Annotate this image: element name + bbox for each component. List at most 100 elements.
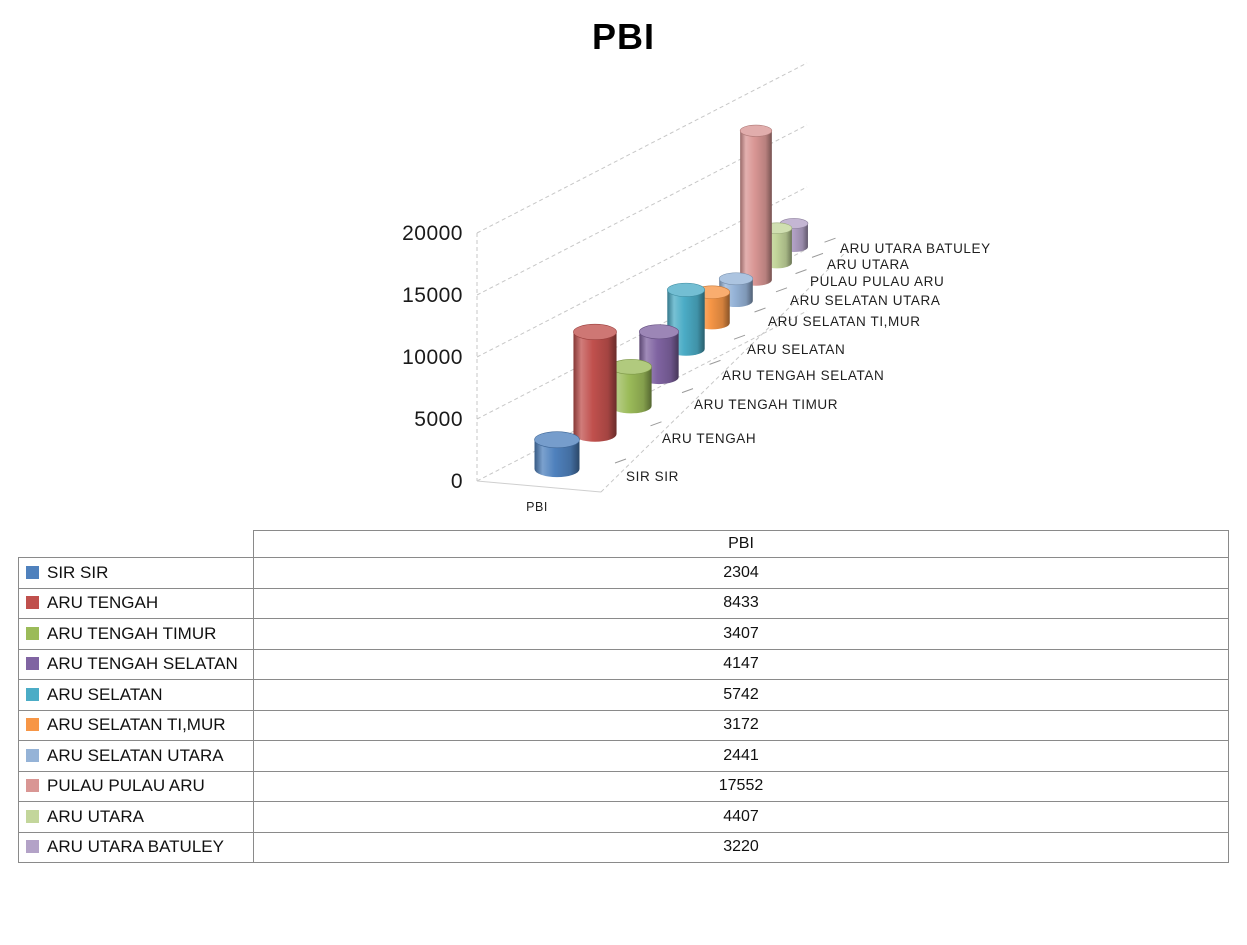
value-axis-tick-label: 10000 — [402, 346, 463, 369]
category-tick-mark — [681, 388, 694, 394]
series-color-swatch — [26, 626, 39, 640]
category-label-pulau-pulau-aru: PULAU PULAU ARU — [810, 274, 944, 289]
table-row: PULAU PULAU ARU 17552 — [18, 770, 1229, 802]
category-label-aru-selatan: ARU SELATAN — [747, 342, 845, 357]
table-header-row: PBI — [18, 530, 1229, 558]
category-label-aru-selatan-ti-mur: ARU SELATAN TI,MUR — [768, 314, 921, 329]
category-tick-mark — [754, 307, 766, 313]
row-value-cell: 17552 — [253, 770, 1229, 802]
value-axis-labels-group: 0 5000 10000 15000 20000 — [402, 222, 463, 493]
table-row: ARU TENGAH SELATAN 4147 — [18, 648, 1229, 680]
series-color-swatch — [26, 718, 39, 732]
cylinder-top — [639, 324, 679, 340]
row-value-cell: 8433 — [253, 587, 1229, 619]
row-label-cell: ARU TENGAH — [18, 587, 254, 619]
row-value-cell: 3220 — [253, 831, 1229, 863]
series-color-swatch — [26, 748, 39, 762]
category-tick-mark — [824, 237, 836, 243]
row-value-cell: 2304 — [253, 557, 1229, 589]
table-row: ARU SELATAN 5742 — [18, 679, 1229, 711]
cylinder-pulau-pulau-aru — [739, 124, 773, 286]
row-label-cell: ARU SELATAN — [18, 679, 254, 711]
row-label-cell: ARU UTARA — [18, 801, 254, 833]
row-value-cell: 3407 — [253, 618, 1229, 650]
category-tick-mark — [795, 269, 807, 275]
row-value-cell: 2441 — [253, 740, 1229, 772]
row-value-cell: 3172 — [253, 709, 1229, 741]
cylinder-top — [573, 323, 617, 341]
table-row: ARU SELATAN UTARA 2441 — [18, 740, 1229, 772]
row-label-cell: ARU UTARA BATULEY — [18, 831, 254, 863]
row-value-cell: 4147 — [253, 648, 1229, 680]
cylinder-body — [534, 439, 580, 478]
chart-title: PBI — [591, 16, 655, 57]
cylinder-chart-plot-area: SIR SIR ARU TENGAH ARU TENGAH TIMUR ARU TEN… — [402, 62, 991, 514]
category-tick-mark — [614, 458, 627, 464]
series-color-swatch — [26, 565, 39, 579]
table-row: ARU TENGAH TIMUR 3407 — [18, 618, 1229, 650]
category-label-sir-sir: SIR SIR — [626, 469, 679, 484]
table-row: ARU TENGAH 8433 — [18, 587, 1229, 619]
cylinder-series-group — [534, 124, 809, 478]
table-row: SIR SIR 2304 — [18, 557, 1229, 589]
series-color-swatch — [26, 840, 39, 854]
value-axis-tick-label: 5000 — [414, 408, 463, 431]
table-header-spacer — [18, 530, 254, 558]
value-axis-tick-label: 20000 — [402, 222, 463, 245]
category-tick-mark — [650, 421, 662, 427]
cylinder-top — [610, 359, 652, 375]
series-color-swatch — [26, 809, 39, 823]
value-axis-tick-label: 15000 — [402, 284, 463, 307]
cylinder-top — [718, 272, 754, 286]
table-header-pbi: PBI — [253, 530, 1229, 558]
row-label: ARU TENGAH SELATAN — [47, 654, 238, 674]
cylinder-top — [739, 124, 773, 137]
table-row: ARU SELATAN TI,MUR 3172 — [18, 709, 1229, 741]
series-color-swatch — [26, 687, 39, 701]
cylinder-body — [610, 366, 652, 414]
cylinder-aru-tengah-timur — [610, 359, 652, 414]
row-value-cell: 4407 — [253, 801, 1229, 833]
gridline — [476, 62, 808, 234]
row-label: ARU SELATAN TI,MUR — [47, 715, 226, 735]
row-label: PULAU PULAU ARU — [47, 776, 205, 796]
gridlines-group — [476, 62, 849, 493]
row-label: ARU TENGAH — [47, 593, 159, 613]
row-label: ARU UTARA — [47, 806, 144, 826]
category-label-aru-utara: ARU UTARA — [827, 257, 909, 272]
category-label-aru-selatan-utara: ARU SELATAN UTARA — [790, 293, 940, 308]
category-label-aru-tengah-timur: ARU TENGAH TIMUR — [694, 397, 838, 412]
series-color-swatch — [26, 657, 39, 671]
category-label-aru-tengah: ARU TENGAH — [662, 431, 756, 446]
row-label-cell: ARU TENGAH SELATAN — [18, 648, 254, 680]
cylinder-top — [534, 431, 580, 449]
data-table: PBI SIR SIR 2304 ARU TENGAH 8433 ARU TENGAH … — [18, 530, 1229, 863]
cylinder-body — [573, 331, 617, 442]
cylinder-aru-tengah — [573, 323, 617, 442]
cylinder-sir-sir — [534, 431, 580, 478]
category-tick-mark — [709, 359, 721, 365]
table-row: ARU UTARA 4407 — [18, 801, 1229, 833]
series-color-swatch — [26, 596, 39, 610]
cylinder-body — [740, 130, 772, 286]
category-tick-mark — [811, 252, 824, 258]
floor-depth-edge — [600, 249, 849, 493]
floor-front-edge — [476, 480, 602, 493]
row-label: ARU TENGAH TIMUR — [47, 623, 217, 643]
category-axis-label: PBI — [526, 500, 548, 514]
table-row: ARU UTARA BATULEY 3220 — [18, 831, 1229, 863]
row-label: ARU UTARA BATULEY — [47, 837, 224, 857]
category-tick-mark — [775, 287, 788, 293]
row-label-cell: ARU TENGAH TIMUR — [18, 618, 254, 650]
row-label: ARU SELATAN — [47, 684, 163, 704]
row-label-cell: PULAU PULAU ARU — [18, 770, 254, 802]
category-label-aru-tengah-selatan: ARU TENGAH SELATAN — [722, 368, 884, 383]
cylinder-top — [666, 282, 705, 297]
row-label-cell: ARU SELATAN UTARA — [18, 740, 254, 772]
row-label: SIR SIR — [47, 562, 109, 582]
row-value-cell: 5742 — [253, 679, 1229, 711]
category-label-aru-utara-batuley: ARU UTARA BATULEY — [840, 241, 991, 256]
value-axis-tick-label: 0 — [451, 470, 463, 493]
category-tick-mark — [733, 334, 746, 340]
